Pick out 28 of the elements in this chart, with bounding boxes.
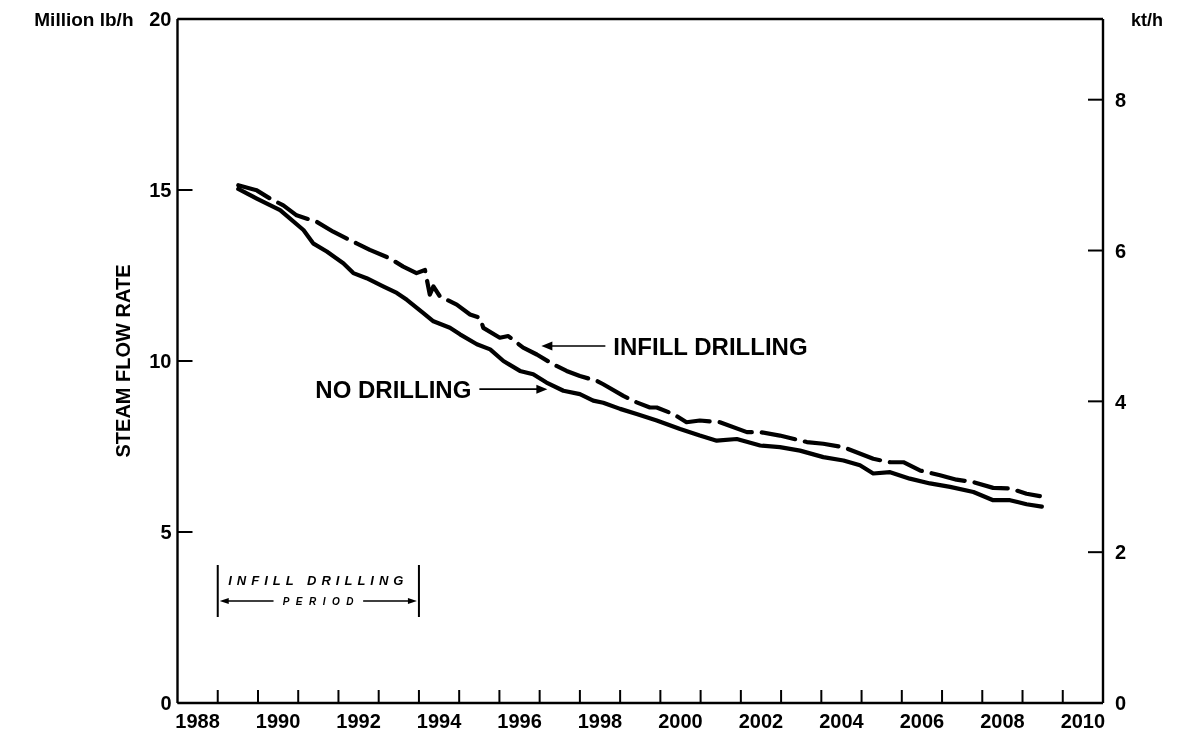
x-tick-label: 1992 [336, 710, 381, 732]
y2-tick-label: 6 [1115, 239, 1127, 262]
y-tick-label: 5 [160, 521, 172, 544]
y-tick-label: 10 [149, 350, 172, 373]
y2-tick-label: 0 [1115, 692, 1127, 715]
text: Million lb/h [34, 8, 134, 30]
x-tick-label: 1990 [255, 710, 301, 732]
legend-label: INFILL DRILLING [613, 332, 808, 360]
band-label: INFILL DRILLING PERIOD [228, 573, 409, 607]
y2-tick-label: 4 [1115, 390, 1127, 413]
x-tick-label: 2002 [738, 710, 784, 732]
y-tick-label: 15 [149, 179, 172, 202]
x-tick-label: 2010 [1060, 710, 1106, 732]
x-tick-label: 1998 [577, 710, 623, 732]
y-tick-label: 0 [160, 692, 172, 715]
x-tick-label: 2008 [980, 710, 1025, 732]
series-label: NO DRILLING [315, 375, 472, 403]
x-tick-label: 2004 [819, 710, 865, 732]
y2-axis-title: kt/h [1131, 10, 1164, 31]
x-tick-label: 1988 [175, 710, 220, 732]
y-axis-title: STEAM FLOW RATE [111, 264, 134, 458]
x-tick-label: 1996 [497, 710, 542, 732]
y2-tick-label: 2 [1115, 541, 1127, 564]
x-tick-label: 2006 [899, 710, 945, 732]
y-tick-label: 20 [149, 8, 172, 31]
x-tick-label: 2000 [658, 710, 703, 732]
y2-tick-label: 8 [1115, 88, 1127, 111]
x-tick-label: 1994 [416, 710, 463, 732]
